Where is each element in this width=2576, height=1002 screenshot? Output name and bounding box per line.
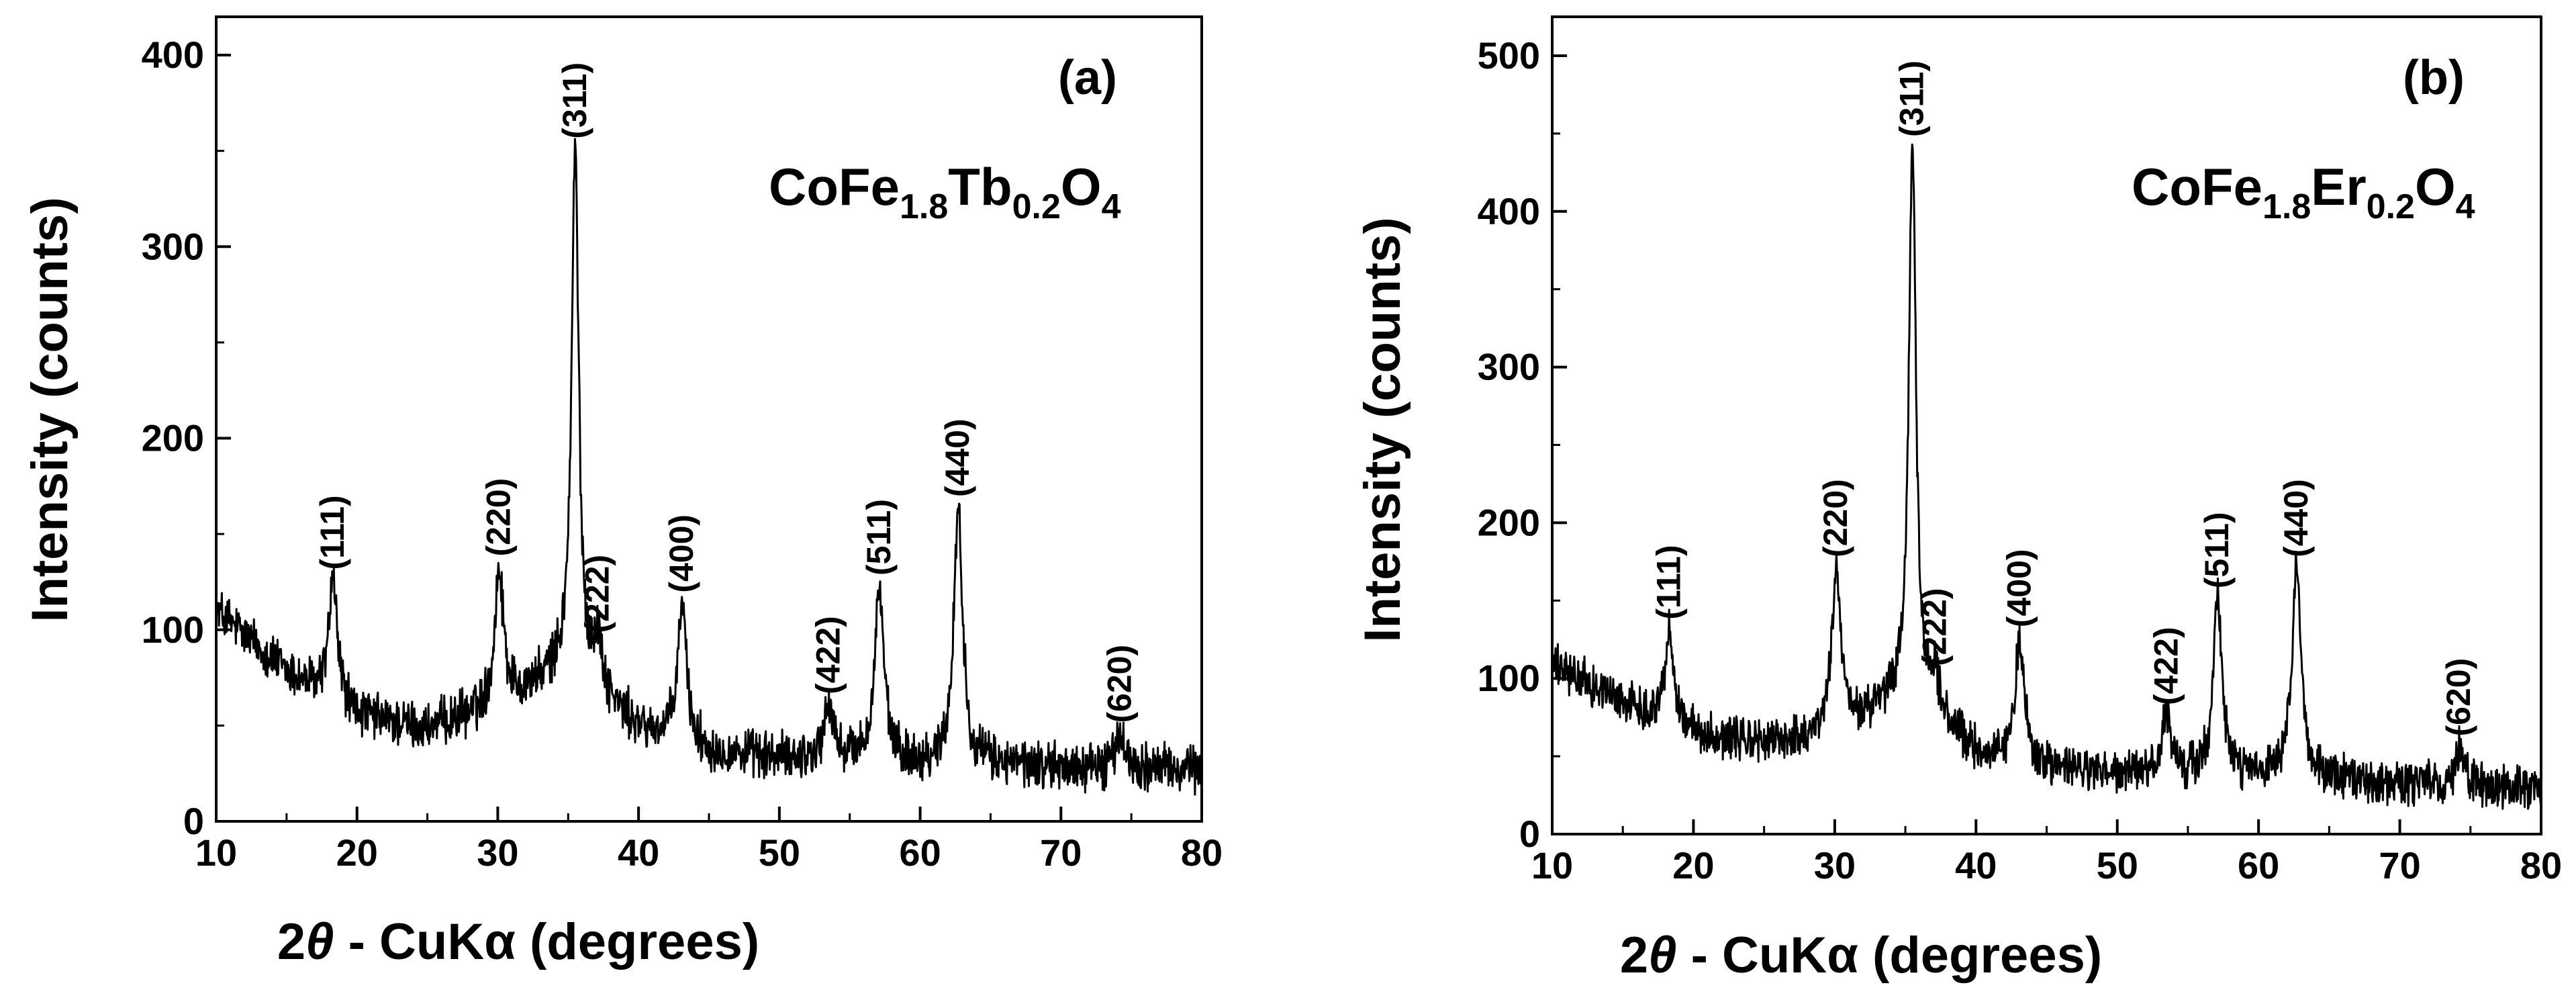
- y-tick-label: 0: [1519, 813, 1540, 855]
- y-tick-label: 200: [1478, 501, 1540, 543]
- panel-a: 10 20 30 40 50 60 70 80 0 100 200 300 400 (111) (220) (…: [21, 15, 1223, 970]
- xrd-series-line: [1551, 143, 2542, 810]
- peak-label: (400): [663, 514, 700, 593]
- y-tick-label: 100: [142, 608, 204, 651]
- x-tick-label: 10: [1531, 844, 1573, 886]
- panel-b: 10 20 30 40 50 60 70 80 0 100 200 300 400 500 (111) (22…: [1354, 15, 2562, 984]
- x-tick-label: 20: [336, 831, 378, 874]
- x-tick-label: 50: [2097, 844, 2138, 886]
- panel-b-formula-part: Er: [2311, 157, 2366, 216]
- x-tick-label: 50: [759, 831, 800, 874]
- y-tick-label: 0: [183, 800, 204, 842]
- panel-b-y-axis-title: Intensity (counts): [1354, 217, 1411, 642]
- panel-b-formula-sub: 1.8: [2262, 187, 2311, 226]
- peak-label: (111): [314, 495, 351, 570]
- peak-label: (620): [2440, 658, 2477, 737]
- x-title-theta: θ: [305, 913, 334, 970]
- x-tick-label: 20: [1672, 844, 1714, 886]
- x-tick-label: 70: [1040, 831, 1082, 874]
- panel-b-formula-sub: 0.2: [2367, 187, 2415, 226]
- peak-label: (422): [809, 616, 847, 694]
- panel-a-formula-part: Tb: [948, 157, 1012, 216]
- x-tick-label: 30: [1814, 844, 1856, 886]
- peak-label: (511): [2198, 512, 2236, 588]
- x-title-two: 2: [277, 913, 305, 970]
- panel-a-formula-part: CoFe: [769, 157, 900, 216]
- peak-label: (220): [1817, 479, 1854, 557]
- panel-b-formula-part: CoFe: [2132, 157, 2262, 216]
- x-tick-label: 30: [477, 831, 518, 874]
- y-tick-label: 300: [142, 225, 204, 267]
- panel-a-formula-part: O: [1061, 157, 1102, 216]
- peak-label: (311): [556, 62, 593, 139]
- panel-a-formula: CoFe1.8Tb0.2O4: [769, 157, 1121, 226]
- peak-label: (111): [1650, 545, 1688, 619]
- x-tick-label: 80: [1181, 831, 1223, 874]
- x-tick-label: 60: [899, 831, 941, 874]
- peak-label: (422): [2147, 627, 2185, 705]
- y-tick-label: 200: [142, 417, 204, 459]
- panel-a-x-axis-title: 2θ - CuKα (degrees): [277, 913, 759, 970]
- peak-label: (311): [1893, 60, 1931, 137]
- panel-a-formula-sub: 1.8: [900, 187, 948, 226]
- panel-b-formula: CoFe1.8Er0.2O4: [2132, 157, 2475, 226]
- panel-a-label: (a): [1058, 51, 1117, 105]
- panel-a-y-axis-title: Intensity (counts): [21, 197, 79, 622]
- panel-a-formula-sub: 4: [1102, 187, 1121, 226]
- x-title-rest: - CuKα (degrees): [334, 913, 759, 970]
- y-tick-label: 500: [1478, 34, 1540, 77]
- peak-label: (400): [2001, 549, 2038, 627]
- panel-b-formula-sub: 4: [2456, 187, 2475, 226]
- y-tick-label: 100: [1478, 657, 1540, 699]
- panel-b-marks: 10 20 30 40 50 60 70 80 0 100 200 300 400 500 (111) (22…: [1478, 15, 2562, 886]
- y-tick-label: 400: [142, 34, 204, 76]
- peak-label: (220): [480, 478, 518, 557]
- peak-label: (511): [860, 499, 898, 576]
- x-title-rest: - CuKα (degrees): [1676, 927, 2102, 984]
- peak-label: (222): [578, 555, 616, 633]
- y-tick-label: 300: [1478, 346, 1540, 388]
- panel-a-marks: 10 20 30 40 50 60 70 80 0 100 200 300 400 (111) (220) (…: [142, 15, 1223, 874]
- x-tick-label: 80: [2520, 844, 2562, 886]
- x-tick-label: 40: [1955, 844, 1997, 886]
- peak-label: (440): [939, 418, 976, 497]
- x-title-theta: θ: [1648, 927, 1676, 984]
- x-title-two: 2: [1620, 927, 1648, 984]
- xrd-series-line: [215, 138, 1203, 796]
- x-tick-label: 10: [195, 831, 237, 874]
- x-tick-label: 40: [618, 831, 659, 874]
- panel-b-x-axis-title: 2θ - CuKα (degrees): [1620, 927, 2102, 984]
- x-tick-label: 70: [2379, 844, 2420, 886]
- peak-label: (222): [1915, 588, 1953, 666]
- panel-a-formula-sub: 0.2: [1012, 187, 1061, 226]
- peak-label: (440): [2277, 479, 2315, 557]
- panel-b-label: (b): [2403, 51, 2465, 105]
- panel-b-formula-part: O: [2415, 157, 2456, 216]
- peak-label: (620): [1100, 645, 1138, 723]
- x-tick-label: 60: [2238, 844, 2279, 886]
- y-tick-label: 400: [1478, 190, 1540, 232]
